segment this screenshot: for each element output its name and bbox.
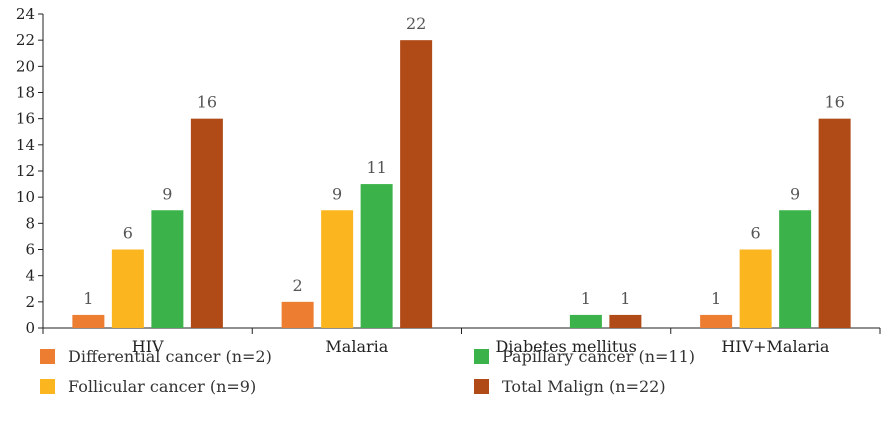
x-category-label: HIV	[132, 337, 164, 356]
bar	[700, 314, 733, 328]
bar	[739, 249, 772, 328]
bar	[321, 210, 354, 328]
bar	[779, 210, 812, 328]
data-label: 9	[162, 184, 172, 203]
y-tick-label: 4	[25, 267, 35, 285]
y-tick-label: 24	[16, 5, 35, 23]
y-tick-label: 14	[16, 136, 35, 154]
data-label: 16	[197, 93, 217, 112]
y-tick-label: 20	[16, 57, 35, 75]
data-label: 9	[332, 184, 342, 203]
y-tick-label: 6	[25, 241, 35, 259]
bar	[151, 210, 184, 328]
legend-label: Follicular cancer (n=9)	[68, 377, 256, 396]
y-tick-label: 0	[25, 319, 35, 337]
bar	[111, 249, 144, 328]
legend-label: Total Malign (n=22)	[502, 377, 666, 396]
legend-item: Papillary cancer (n=11)	[474, 347, 695, 366]
bar	[72, 314, 105, 328]
legend-item: Differential cancer (n=2)	[40, 347, 272, 366]
legend: Differential cancer (n=2) Follicular canc…	[40, 347, 695, 396]
data-label: 1	[620, 289, 630, 308]
x-category-label: HIV+Malaria	[721, 337, 830, 356]
y-tick-label: 10	[16, 188, 35, 206]
bar	[609, 314, 642, 328]
y-tick-label: 12	[16, 162, 35, 180]
y-tick-label: 22	[16, 31, 35, 49]
data-label: 1	[581, 289, 591, 308]
bar	[281, 301, 314, 328]
data-label: 11	[366, 158, 386, 177]
legend-swatch	[40, 349, 55, 364]
data-label: 9	[790, 184, 800, 203]
y-tick-label: 16	[16, 110, 35, 128]
x-category-label: Diabetes mellitus	[495, 337, 636, 356]
legend-label: Differential cancer (n=2)	[68, 347, 272, 366]
data-label: 1	[711, 289, 721, 308]
data-label: 6	[751, 224, 761, 243]
data-label: 2	[293, 276, 303, 295]
legend-item: Total Malign (n=22)	[474, 377, 666, 396]
legend-swatch	[40, 379, 55, 394]
data-label: 22	[406, 14, 426, 33]
legend-swatch	[474, 379, 489, 394]
y-tick-label: 8	[25, 214, 35, 232]
x-category-label: Malaria	[325, 337, 388, 356]
legend-swatch	[474, 349, 489, 364]
legend-item: Follicular cancer (n=9)	[40, 377, 256, 396]
data-label: 6	[123, 224, 133, 243]
bar	[818, 118, 851, 329]
legend-label: Papillary cancer (n=11)	[502, 347, 695, 366]
bar	[400, 40, 433, 329]
bar	[360, 184, 393, 328]
y-tick-label: 2	[25, 293, 35, 311]
data-label: 16	[824, 93, 844, 112]
y-tick-label: 18	[16, 84, 35, 102]
bar	[569, 314, 602, 328]
bar	[190, 118, 223, 329]
bars	[72, 40, 851, 329]
data-label: 1	[83, 289, 93, 308]
